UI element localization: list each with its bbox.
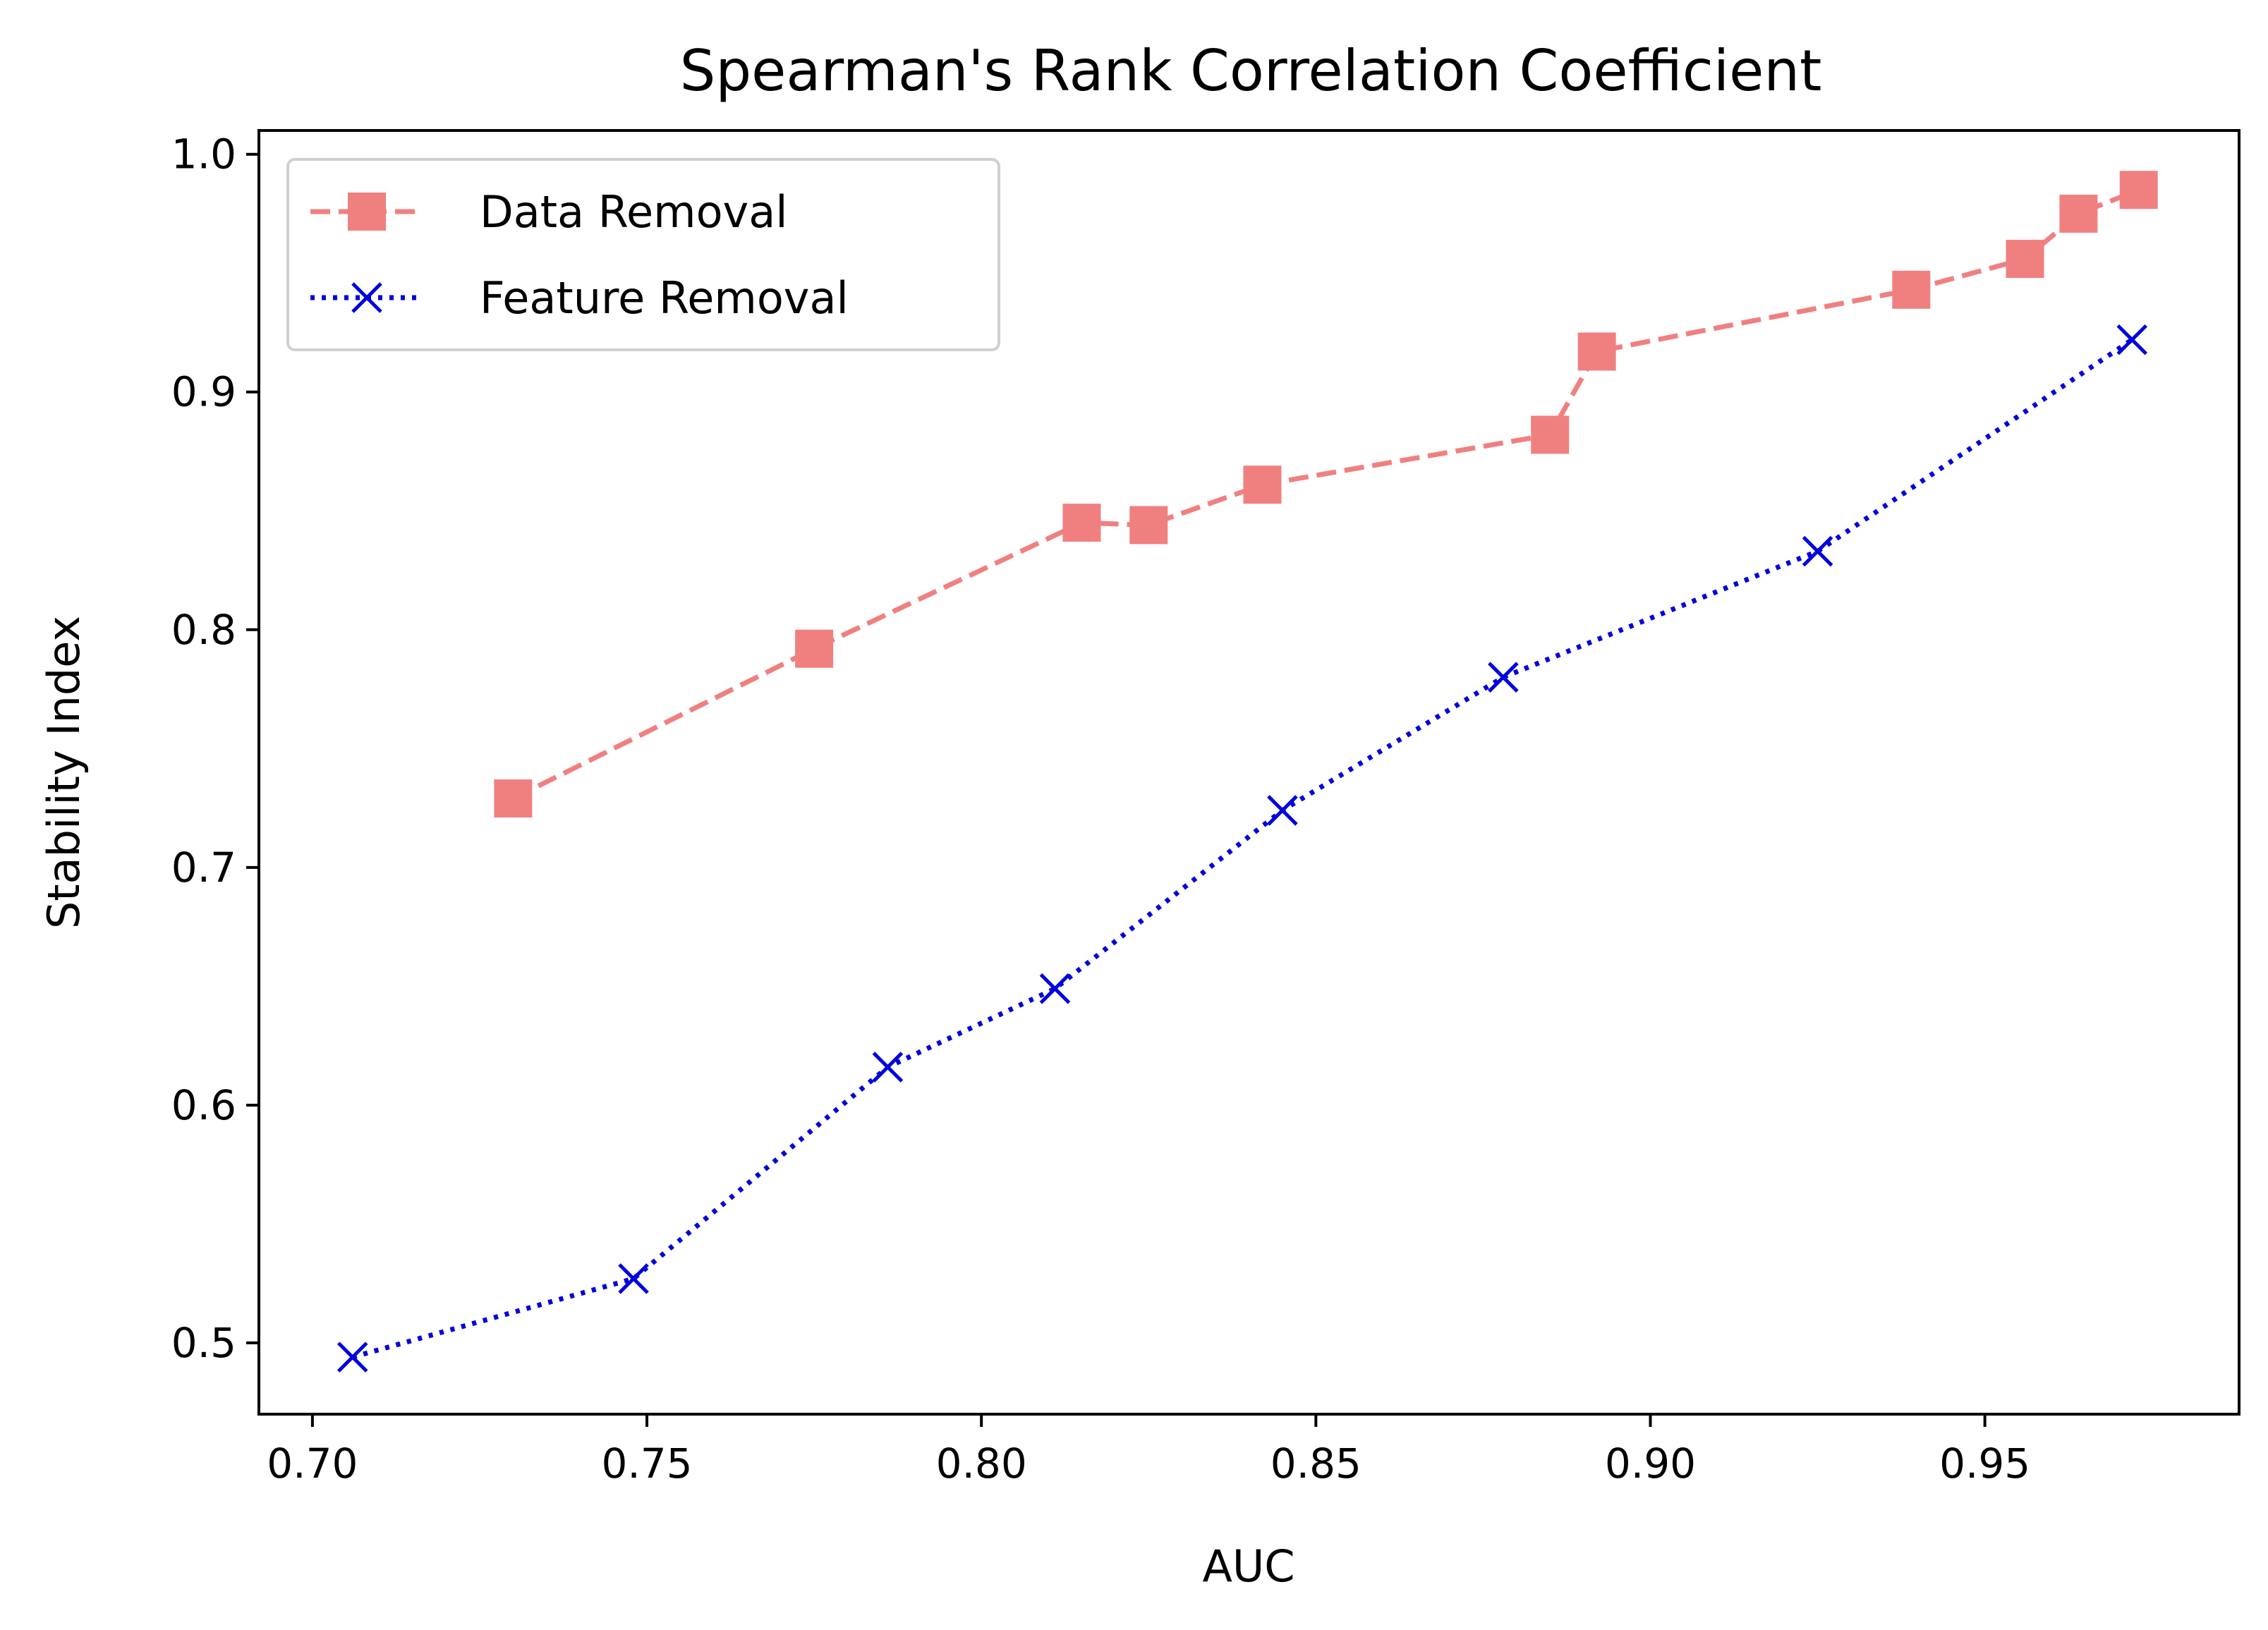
x-tick-label: 0.70: [267, 1440, 358, 1488]
y-axis-ticks: 0.5 0.6 0.7 0.8 0.9 1.0: [171, 130, 259, 1367]
legend-label-feature-removal: Feature Removal: [480, 272, 849, 324]
data-point-feature-removal: [1488, 662, 1519, 693]
y-axis-label: Stability Index: [38, 616, 90, 929]
data-point-feature-removal: [1039, 973, 1071, 1004]
legend-marker-feature-removal-stroke: [351, 282, 382, 313]
data-point-data-removal: [1531, 415, 1570, 454]
y-tick-label: 1.0: [171, 130, 236, 178]
x-tick-label: 0.90: [1605, 1440, 1696, 1488]
data-point-feature-removal: [618, 1263, 649, 1294]
legend-item-feature-removal: Feature Removal: [310, 272, 849, 324]
x-tick-label: 0.80: [936, 1440, 1027, 1488]
data-point-data-removal: [1243, 466, 1282, 504]
legend-marker-feature-removal: [351, 282, 382, 313]
data-point-feature-removal-stroke: [872, 1052, 904, 1083]
data-point-data-removal: [494, 779, 533, 818]
x-tick-label: 0.75: [601, 1440, 692, 1488]
y-tick-label: 0.7: [171, 844, 236, 892]
data-point-feature-removal: [1267, 795, 1298, 826]
data-point-feature-removal-stroke: [1488, 662, 1519, 693]
series-feature-removal: [336, 324, 2148, 1373]
y-tick-label: 0.8: [171, 606, 236, 654]
plot-frame: [257, 129, 2240, 1416]
y-tick-label: 0.5: [171, 1319, 236, 1367]
data-point-feature-removal: [872, 1052, 904, 1083]
data-point-feature-removal-stroke: [1802, 535, 1833, 567]
y-tick-label: 0.9: [171, 368, 236, 416]
data-point-feature-removal-stroke: [618, 1263, 649, 1294]
data-point-data-removal: [1062, 504, 1101, 542]
data-point-data-removal: [1129, 506, 1168, 545]
data-point-feature-removal: [336, 1342, 368, 1373]
data-point-data-removal: [2006, 240, 2044, 278]
x-axis-ticks: 0.70 0.75 0.80 0.85 0.90 0.95: [267, 1414, 2030, 1488]
series-line-feature-removal: [351, 337, 2134, 1360]
data-point-feature-removal: [2116, 324, 2148, 355]
data-point-feature-removal-stroke: [1267, 795, 1298, 826]
legend-box: [286, 158, 1000, 351]
series-layer: [336, 171, 2158, 1373]
x-axis-label: AUC: [1202, 1540, 1294, 1592]
data-point-data-removal: [1892, 270, 1931, 309]
data-point-data-removal: [795, 629, 834, 668]
data-point-feature-removal-stroke: [1039, 973, 1071, 1004]
data-point-feature-removal-stroke: [2116, 324, 2148, 355]
legend-item-data-removal: Data Removal: [310, 186, 787, 238]
legend: Data Removal Feature Removal: [286, 158, 1000, 351]
data-point-data-removal: [2059, 194, 2098, 233]
chart-title: Spearman's Rank Correlation Coefficient: [680, 38, 1822, 104]
x-tick-label: 0.95: [1939, 1440, 2030, 1488]
x-tick-label: 0.85: [1271, 1440, 1362, 1488]
legend-items: Data Removal Feature Removal: [310, 186, 849, 324]
legend-label-data-removal: Data Removal: [480, 186, 787, 238]
data-point-data-removal: [2119, 171, 2158, 209]
data-point-feature-removal: [1802, 535, 1833, 567]
data-point-feature-removal-stroke: [336, 1342, 368, 1373]
legend-marker-data-removal: [348, 193, 386, 231]
y-tick-label: 0.6: [171, 1081, 236, 1129]
series-data-removal: [494, 171, 2158, 818]
data-point-data-removal: [1577, 332, 1616, 371]
